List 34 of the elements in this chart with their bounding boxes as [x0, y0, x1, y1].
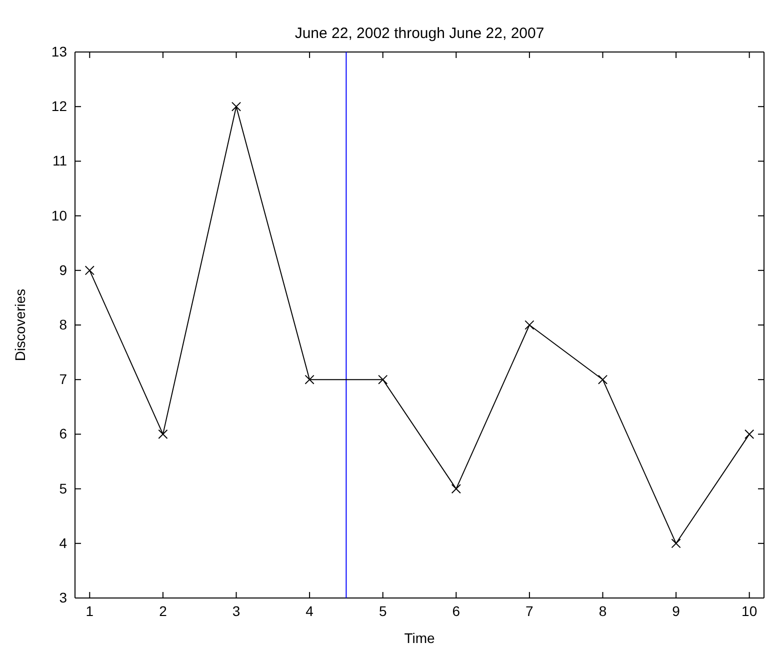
point	[671, 538, 681, 548]
y-tick-label: 6	[59, 426, 68, 442]
point	[524, 320, 534, 330]
point	[158, 429, 168, 439]
point	[304, 374, 314, 384]
y-tick-label: 5	[59, 480, 68, 496]
y-tick-label: 12	[51, 98, 68, 114]
x-tick-label: 7	[526, 602, 534, 619]
point	[744, 429, 754, 439]
y-tick-label: 10	[51, 207, 68, 224]
y-tick-label: 9	[59, 262, 68, 278]
x-tick-label: 3	[232, 602, 240, 619]
point	[84, 266, 94, 276]
x-axis-title: Time	[404, 630, 436, 646]
y-tick-label: 7	[59, 371, 68, 388]
y-axis-title: Discoveries	[12, 288, 28, 362]
x-tick-label: 1	[86, 602, 94, 619]
y-tick-label: 8	[59, 316, 68, 332]
x-tick-label: 2	[159, 602, 168, 619]
y-tick-label: 13	[51, 43, 68, 60]
y-tick-label: 4	[59, 534, 68, 551]
point	[598, 374, 608, 384]
x-tick-label: 8	[598, 602, 607, 619]
y-tick-label: 3	[59, 589, 68, 606]
x-tick-label: 9	[672, 602, 680, 619]
point	[451, 484, 461, 494]
y-tick-label: 11	[52, 152, 68, 169]
x-tick-label: 4	[306, 602, 314, 619]
chart-title: June 22, 2002 through June 22, 2007	[294, 25, 544, 42]
x-tick-label: 6	[452, 602, 460, 619]
x-tick-label: 5	[378, 602, 387, 619]
point	[378, 374, 388, 384]
point	[231, 102, 242, 112]
x-tick-label: 10	[742, 602, 758, 619]
